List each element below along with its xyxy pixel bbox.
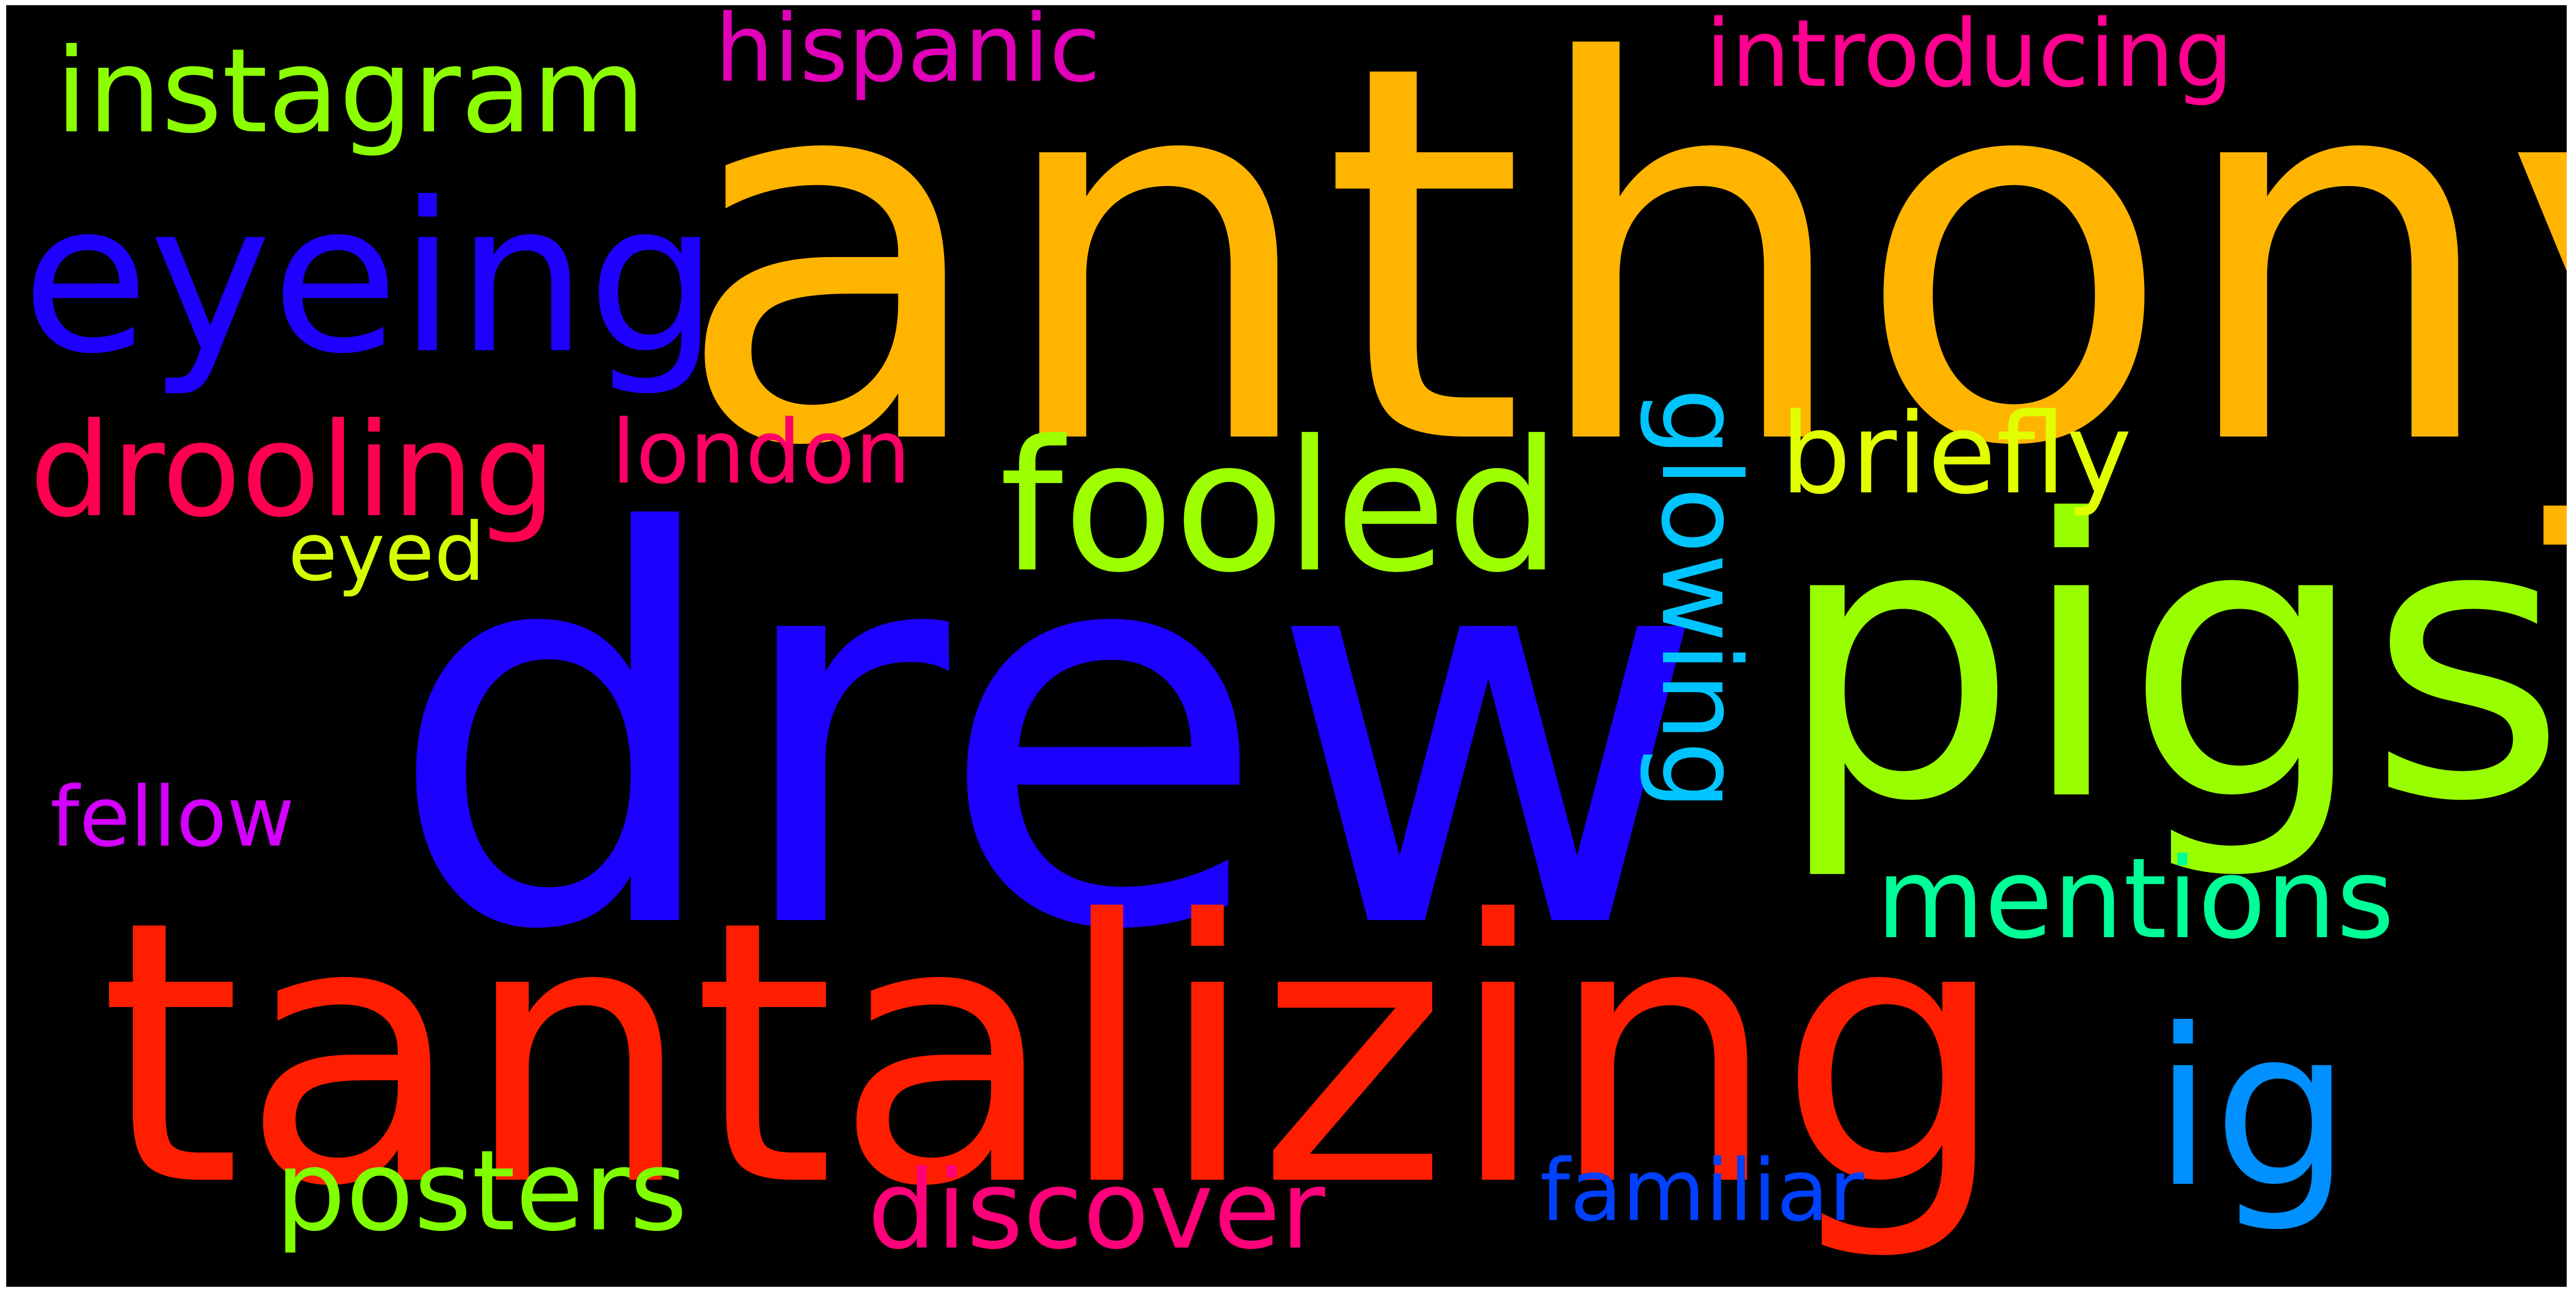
word-tantalizing: tantalizing (99, 844, 2008, 1266)
word-drew: drew (386, 422, 1709, 1047)
word-eyeing: eyeing (22, 159, 719, 399)
word-anthony: anthony (673, 5, 2567, 560)
word-ig: ig (2153, 983, 2352, 1236)
word-pigs: pigs (1775, 439, 2567, 885)
word-briefly: briefly (1780, 389, 2132, 519)
word-london: london (611, 401, 911, 504)
word-mentions: mentions (1876, 834, 2394, 964)
word-fooled: fooled (999, 401, 1562, 612)
word-instagram: instagram (55, 24, 646, 159)
word-discover: discover (867, 1147, 1325, 1273)
word-eyed: eyed (288, 505, 485, 599)
word-posters: posters (275, 1126, 688, 1256)
word-familiar: familiar (1540, 1141, 1864, 1240)
word-introducing: introducing (1705, 5, 2234, 108)
word-fellow: fellow (50, 769, 295, 865)
word-glowing: glowing (1637, 388, 1764, 810)
word-drooling: drooling (29, 395, 556, 546)
word-hispanic: hispanic (715, 5, 1101, 103)
word-cloud: anthony drew tantalizing pigs eyeing foo… (6, 5, 2567, 1287)
